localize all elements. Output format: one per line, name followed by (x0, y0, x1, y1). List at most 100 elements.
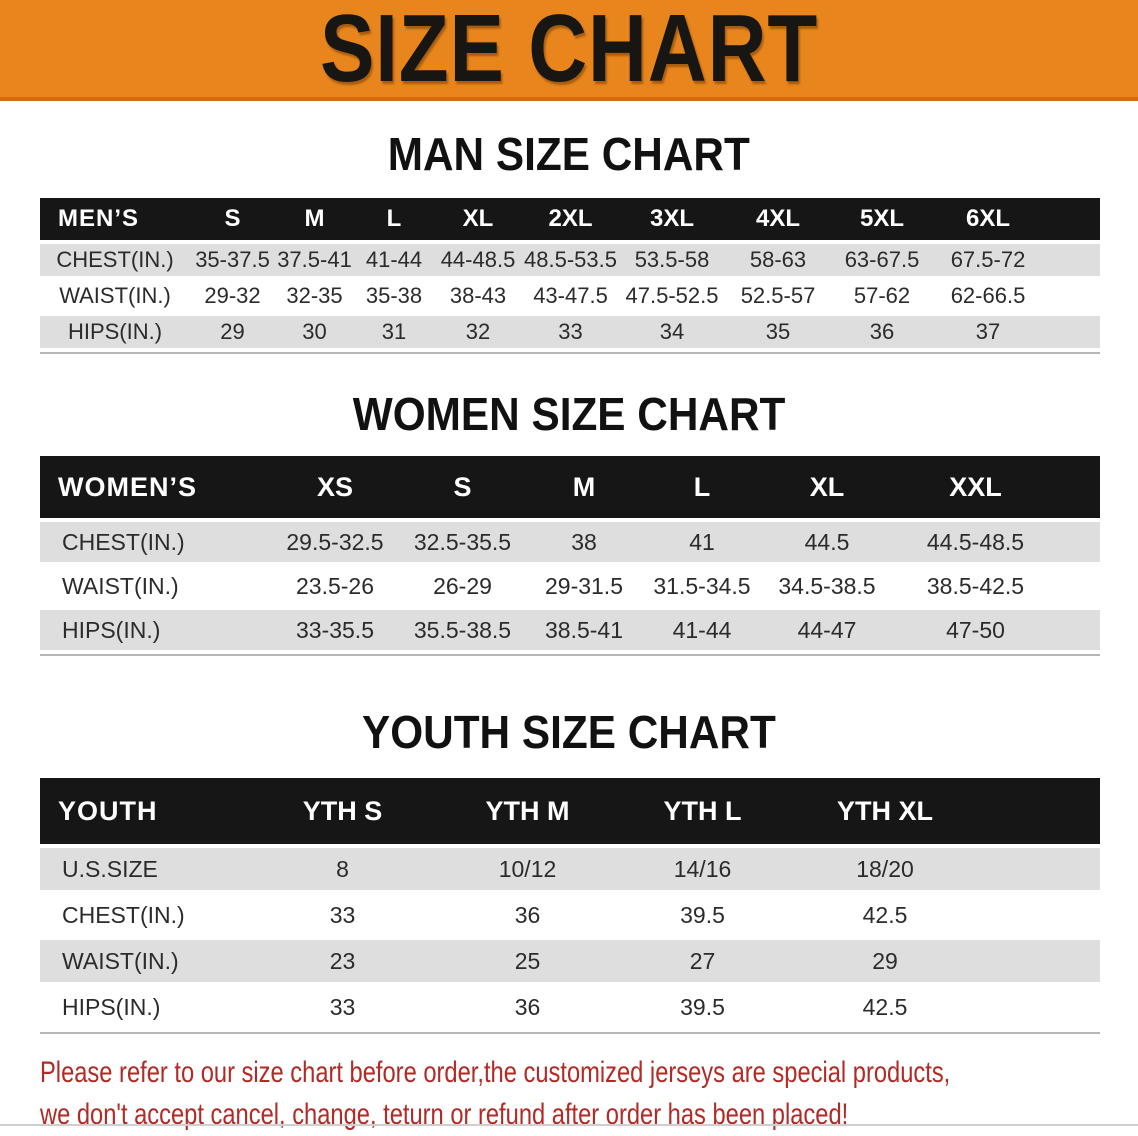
row-filler (980, 894, 1100, 936)
size-col-header: S (190, 198, 275, 240)
disclaimer-text: Please refer to our size chart before or… (40, 1052, 1138, 1136)
size-value: 57-62 (831, 280, 933, 312)
size-value: 43-47.5 (522, 280, 619, 312)
size-col-header: XS (270, 456, 400, 518)
size-value: 29-32 (190, 280, 275, 312)
size-value: 38.5-42.5 (893, 566, 1058, 606)
size-value: 33 (522, 316, 619, 348)
youth-header-label: YOUTH (40, 778, 245, 844)
womens-header-label: WOMEN’S (40, 456, 270, 518)
size-value: 42.5 (790, 986, 980, 1028)
size-value: 34 (619, 316, 725, 348)
size-value: 8 (245, 848, 440, 890)
measurement-label: WAIST(IN.) (40, 940, 245, 982)
disclaimer-line-2: we don't accept cancel, change, teturn o… (40, 1098, 849, 1131)
size-value: 32-35 (275, 280, 354, 312)
size-value: 41-44 (354, 244, 434, 276)
size-col-header: XXL (893, 456, 1058, 518)
size-value: 36 (440, 894, 615, 936)
size-value: 23 (245, 940, 440, 982)
mens-size-table: MEN’S S M L XL 2XL 3XL 4XL 5XL 6XL CHEST… (40, 194, 1100, 354)
size-value: 44-48.5 (434, 244, 522, 276)
size-value: 33-35.5 (270, 610, 400, 650)
size-value: 33 (245, 894, 440, 936)
size-value: 29 (190, 316, 275, 348)
measurement-label: HIPS(IN.) (40, 986, 245, 1028)
size-value: 48.5-53.5 (522, 244, 619, 276)
row-filler (1043, 244, 1100, 276)
size-value: 62-66.5 (933, 280, 1043, 312)
table-header-row: YOUTH YTH S YTH M YTH L YTH XL (40, 778, 1100, 844)
table-row: U.S.SIZE 8 10/12 14/16 18/20 (40, 848, 1100, 890)
measurement-label: CHEST(IN.) (40, 522, 270, 562)
row-filler (980, 986, 1100, 1028)
table-row: WAIST(IN.) 29-32 32-35 35-38 38-43 43-47… (40, 280, 1100, 312)
size-value: 33 (245, 986, 440, 1028)
size-col-header: XL (761, 456, 893, 518)
size-value: 63-67.5 (831, 244, 933, 276)
size-value: 67.5-72 (933, 244, 1043, 276)
size-col-header: L (354, 198, 434, 240)
measurement-label: WAIST(IN.) (40, 280, 190, 312)
table-header-row: WOMEN’S XS S M L XL XXL (40, 456, 1100, 518)
size-value: 29.5-32.5 (270, 522, 400, 562)
size-col-header: L (643, 456, 761, 518)
size-col-header: M (275, 198, 354, 240)
man-section-heading: MAN SIZE CHART (0, 128, 1138, 180)
measurement-label: CHEST(IN.) (40, 244, 190, 276)
table-row: HIPS(IN.) 29 30 31 32 33 34 35 36 37 (40, 316, 1100, 348)
size-chart-banner: SIZE CHART (0, 0, 1138, 101)
size-value: 52.5-57 (725, 280, 831, 312)
size-value: 44.5 (761, 522, 893, 562)
size-col-header: 3XL (619, 198, 725, 240)
table-row: CHEST(IN.) 33 36 39.5 42.5 (40, 894, 1100, 936)
size-col-header: 2XL (522, 198, 619, 240)
size-value: 14/16 (615, 848, 790, 890)
size-value: 37 (933, 316, 1043, 348)
youth-size-table: YOUTH YTH S YTH M YTH L YTH XL U.S.SIZE … (40, 774, 1100, 1034)
womens-size-table: WOMEN’S XS S M L XL XXL CHEST(IN.) 29.5-… (40, 452, 1100, 656)
size-value: 38-43 (434, 280, 522, 312)
size-value: 18/20 (790, 848, 980, 890)
size-col-header: YTH S (245, 778, 440, 844)
size-value: 30 (275, 316, 354, 348)
size-value: 29-31.5 (525, 566, 643, 606)
size-value: 44-47 (761, 610, 893, 650)
size-col-header: YTH M (440, 778, 615, 844)
header-filler (980, 778, 1100, 844)
size-value: 23.5-26 (270, 566, 400, 606)
row-filler (1058, 522, 1100, 562)
size-value: 44.5-48.5 (893, 522, 1058, 562)
header-filler (1043, 198, 1100, 240)
size-col-header: YTH L (615, 778, 790, 844)
size-value: 38 (525, 522, 643, 562)
size-value: 35-38 (354, 280, 434, 312)
size-value: 39.5 (615, 894, 790, 936)
size-value: 38.5-41 (525, 610, 643, 650)
size-col-header: 5XL (831, 198, 933, 240)
size-col-header: YTH XL (790, 778, 980, 844)
size-value: 39.5 (615, 986, 790, 1028)
size-value: 47-50 (893, 610, 1058, 650)
size-value: 36 (831, 316, 933, 348)
size-value: 31 (354, 316, 434, 348)
table-row: HIPS(IN.) 33 36 39.5 42.5 (40, 986, 1100, 1028)
measurement-label: U.S.SIZE (40, 848, 245, 890)
table-header-row: MEN’S S M L XL 2XL 3XL 4XL 5XL 6XL (40, 198, 1100, 240)
size-col-header: 4XL (725, 198, 831, 240)
measurement-label: HIPS(IN.) (40, 610, 270, 650)
table-row: CHEST(IN.) 29.5-32.5 32.5-35.5 38 41 44.… (40, 522, 1100, 562)
table-row: WAIST(IN.) 23.5-26 26-29 29-31.5 31.5-34… (40, 566, 1100, 606)
women-section-heading-text: WOMEN SIZE CHART (352, 388, 786, 440)
row-filler (1043, 316, 1100, 348)
row-filler (1058, 566, 1100, 606)
size-value: 35-37.5 (190, 244, 275, 276)
size-value: 41-44 (643, 610, 761, 650)
row-filler (1043, 280, 1100, 312)
measurement-label: CHEST(IN.) (40, 894, 245, 936)
table-row: HIPS(IN.) 33-35.5 35.5-38.5 38.5-41 41-4… (40, 610, 1100, 650)
size-value: 42.5 (790, 894, 980, 936)
size-col-header: 6XL (933, 198, 1043, 240)
row-filler (1058, 610, 1100, 650)
size-value: 47.5-52.5 (619, 280, 725, 312)
